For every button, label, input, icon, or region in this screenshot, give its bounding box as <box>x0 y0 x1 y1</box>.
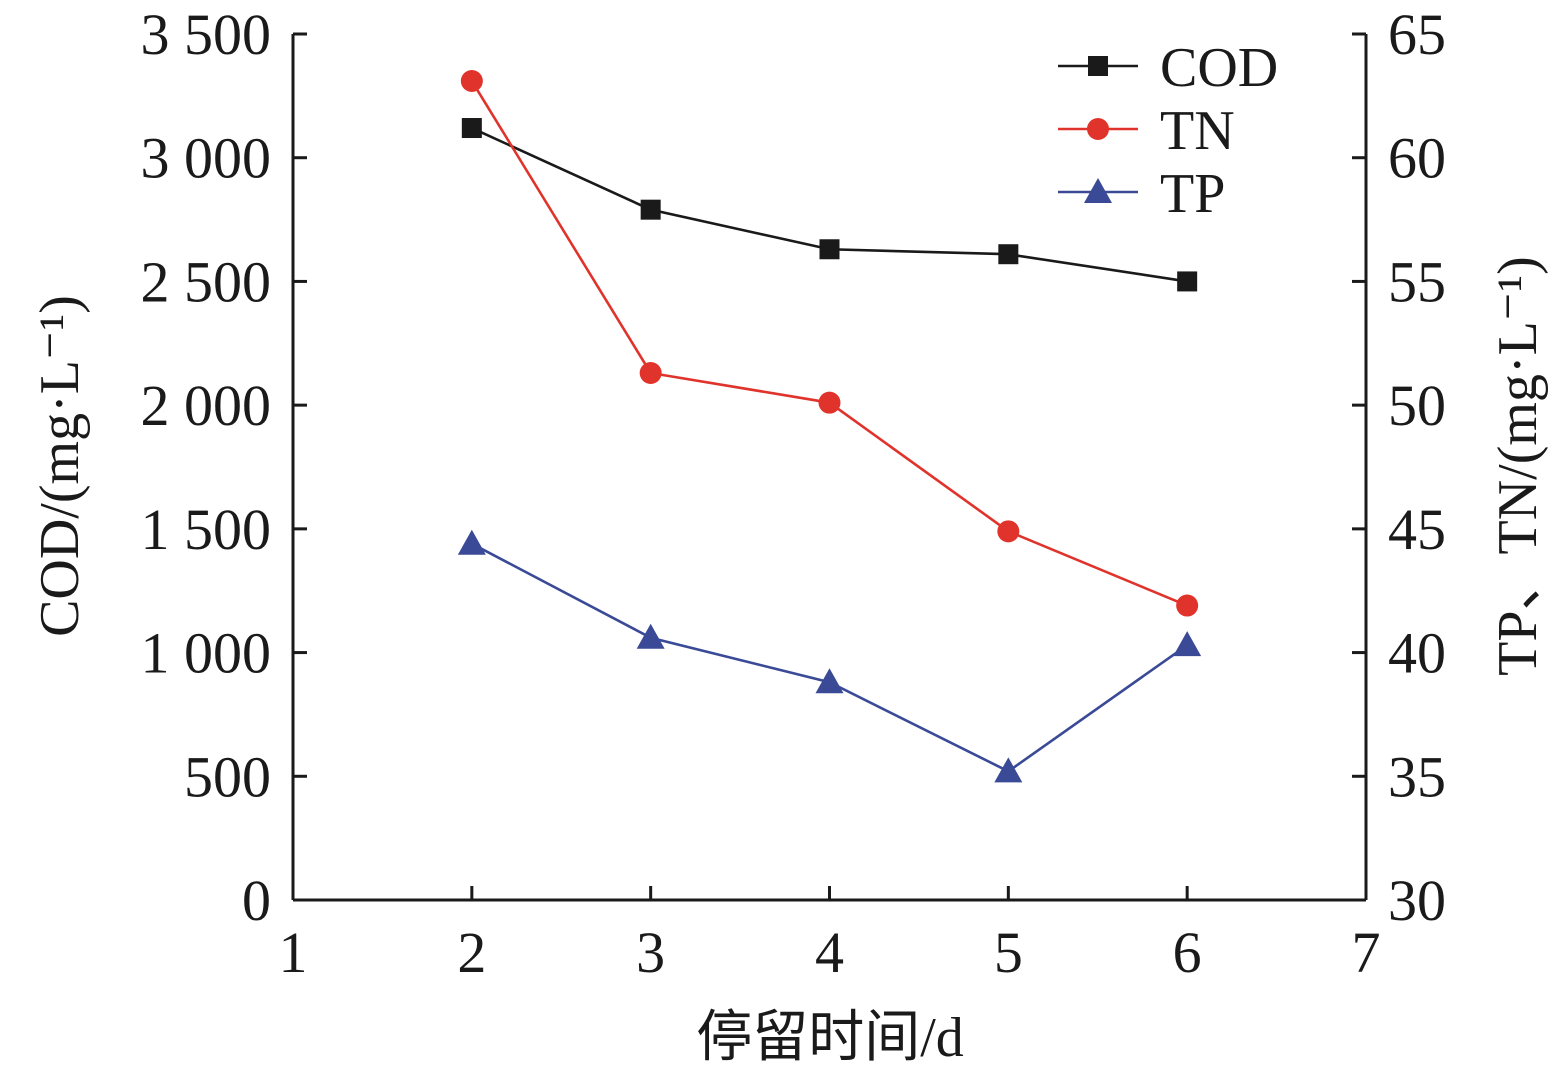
tp-point <box>994 757 1023 783</box>
right-y-tick-label: 60 <box>1388 126 1446 191</box>
cod-point <box>819 239 840 260</box>
tp-point <box>457 529 486 555</box>
legend-label: TP <box>1160 163 1225 225</box>
cod-point <box>640 199 661 220</box>
left-y-tick-label: 3 000 <box>141 126 272 191</box>
right-y-tick-label: 40 <box>1388 621 1446 686</box>
legend-label: COD <box>1160 37 1278 99</box>
series-layer <box>457 70 1202 783</box>
cod-point <box>1177 271 1198 292</box>
x-tick-label: 5 <box>994 920 1023 985</box>
cod-point <box>461 118 482 139</box>
axis-titles: 停留时间/d COD/(mg·L⁻¹) TP、TN/(mg·L⁻¹) <box>29 256 1549 1069</box>
tp-point <box>1173 631 1202 657</box>
right-y-tick-label: 45 <box>1388 497 1446 562</box>
legend-item-tn: TN <box>1058 100 1235 162</box>
cod-point <box>998 244 1019 265</box>
right-y-tick-label: 30 <box>1388 868 1446 933</box>
tn-point <box>460 70 483 93</box>
tp-point <box>636 623 665 649</box>
tp-point <box>815 668 844 694</box>
tn-point <box>818 391 841 414</box>
tn-point <box>997 520 1020 543</box>
left-y-tick-label: 1 500 <box>141 497 272 562</box>
tn-series <box>460 70 1199 617</box>
tn-point <box>1176 594 1199 617</box>
left-y-tick-label: 0 <box>242 868 271 933</box>
tp-series <box>457 529 1202 783</box>
x-tick-label: 2 <box>457 920 486 985</box>
cod-series <box>461 118 1198 292</box>
right-y-tick-label: 65 <box>1388 2 1446 67</box>
left-y-tick-label: 2 500 <box>141 249 272 314</box>
left-y-tick-label: 500 <box>184 744 271 809</box>
left-y-tick-label: 3 500 <box>141 2 272 67</box>
tn-line <box>470 80 1188 607</box>
legend-marker <box>1088 56 1108 76</box>
left-y-tick-label: 2 000 <box>141 373 272 438</box>
x-axis-title: 停留时间/d <box>696 1007 964 1069</box>
x-tick-label: 6 <box>1173 920 1202 985</box>
right-y-axis-title: TP、TN/(mg·L⁻¹) <box>1487 256 1549 676</box>
legend-item-cod: COD <box>1058 37 1278 99</box>
right-y-tick-label: 55 <box>1388 249 1446 314</box>
tp-line <box>471 542 1188 773</box>
x-tick-label: 7 <box>1352 920 1381 985</box>
legend-item-tp: TP <box>1058 163 1225 225</box>
right-y-tick-label: 35 <box>1388 744 1446 809</box>
right-y-tick-label: 50 <box>1388 373 1446 438</box>
legend-marker <box>1087 118 1109 140</box>
left-y-axis-title: COD/(mg·L⁻¹) <box>29 295 91 637</box>
x-tick-label: 4 <box>815 920 844 985</box>
x-tick-label: 1 <box>279 920 308 985</box>
legend-label: TN <box>1160 100 1235 162</box>
tn-point <box>639 361 662 384</box>
legend-marker <box>1084 178 1112 203</box>
x-tick-label: 3 <box>636 920 665 985</box>
left-y-tick-label: 1 000 <box>141 621 272 686</box>
